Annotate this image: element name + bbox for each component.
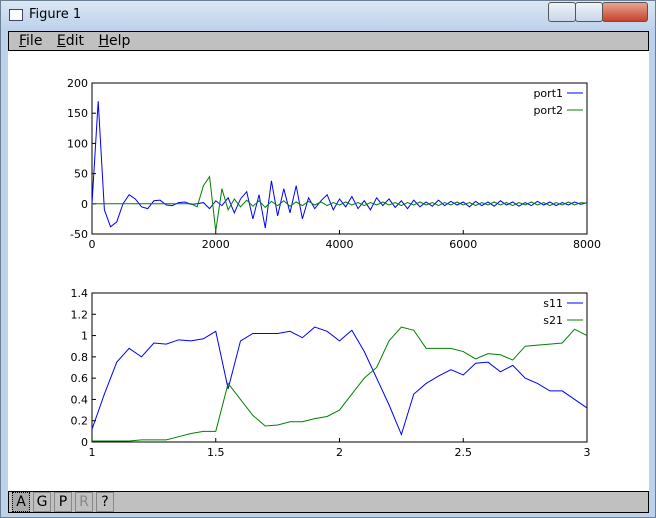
minimize-button[interactable] [548,2,576,22]
x-tick-label: 3 [584,446,591,459]
x-tick-label: 8000 [573,238,601,251]
legend-label: port1 [533,87,563,100]
y-tick-label: 200 [67,77,88,90]
plot-area [91,82,588,235]
x-tick-label: 2 [336,446,343,459]
toolbar-button[interactable]: A [12,492,30,512]
y-tick-label: 1.4 [71,287,89,300]
series-line [92,326,588,442]
close-button[interactable] [602,2,648,22]
y-tick-label: 0 [81,198,88,211]
legend-label: s11 [543,297,563,310]
y-tick-label: 50 [74,168,88,181]
title-bar: Figure 1 [1,1,655,29]
menu-item[interactable]: File [19,33,43,49]
series-line [92,175,588,232]
x-tick-label: 4000 [326,238,354,251]
toolbar-button[interactable]: ? [96,492,114,512]
x-tick-label: 1.5 [207,446,225,459]
menu-bar: File Edit Help [8,31,649,51]
x-tick-label: 0 [89,238,96,251]
toolbar-button[interactable]: G [33,492,51,512]
y-tick-label: 0.2 [71,415,89,428]
x-tick-label: 2000 [202,238,230,251]
x-tick-label: 6000 [449,238,477,251]
y-tick-label: 100 [67,137,88,150]
x-tick-label: 1 [89,446,96,459]
toolbar: A G P R? [8,491,649,513]
series-line [91,326,588,437]
series-line [91,101,588,229]
y-tick-label: 1 [81,330,88,343]
figure-canvas: 0 2000 4000 6000 8000 -50 0 50 100 150 200 port1 por… [8,51,649,491]
menu-item[interactable]: Help [98,33,131,49]
plot-area [91,292,588,443]
y-tick-label: 0 [81,436,88,449]
legend-label: s21 [543,314,563,327]
y-tick-label: -50 [70,228,88,241]
window-title: Figure 1 [29,7,82,22]
figure: 0 2000 4000 6000 8000-50050100150200port1por… [67,77,601,459]
y-tick-label: 0.4 [71,393,89,406]
maximize-button[interactable] [575,2,603,22]
menu-item[interactable]: Edit [56,33,85,49]
legend-label: port2 [533,104,563,117]
toolbar-button[interactable]: P [54,492,72,512]
y-tick-label: 0.8 [71,351,89,364]
y-tick-label: 150 [67,107,88,120]
y-tick-label: 1.2 [71,308,89,321]
window-icon [9,9,23,21]
x-tick-label: 2.5 [455,446,473,459]
toolbar-button: R [75,492,93,512]
y-tick-label: 0.6 [71,372,89,385]
